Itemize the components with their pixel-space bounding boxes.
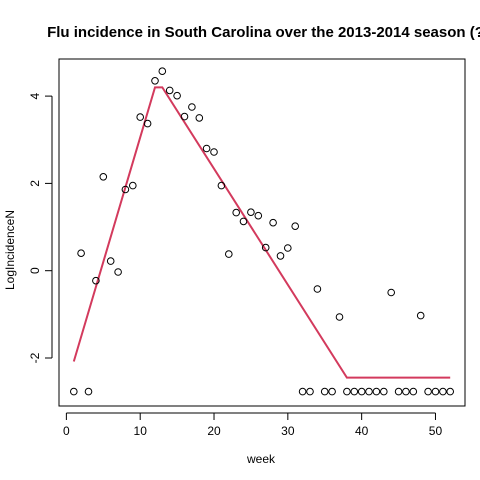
data-point	[329, 388, 336, 395]
fit-line-group	[74, 87, 450, 377]
data-point	[137, 114, 144, 121]
data-point	[71, 388, 78, 395]
x-tick-label: 0	[63, 424, 70, 438]
data-point	[410, 388, 417, 395]
data-point	[196, 115, 203, 122]
data-point	[440, 388, 447, 395]
data-point	[395, 388, 402, 395]
y-axis: -2 0 2 4	[28, 92, 52, 363]
data-point	[285, 245, 292, 252]
data-point	[358, 388, 365, 395]
data-point	[321, 388, 328, 395]
data-point	[432, 388, 439, 395]
x-tick-label: 50	[429, 424, 443, 438]
data-point	[336, 314, 343, 321]
data-point	[255, 212, 262, 219]
data-point	[107, 258, 114, 265]
data-point	[159, 68, 166, 75]
plot-area-border	[59, 59, 465, 406]
data-point	[181, 113, 188, 120]
data-point	[248, 209, 255, 216]
data-point	[174, 92, 181, 99]
data-point	[403, 388, 410, 395]
y-tick-label: 4	[28, 92, 42, 99]
x-tick-label: 10	[134, 424, 148, 438]
x-axis-label: week	[246, 452, 276, 466]
data-point	[425, 388, 432, 395]
data-point	[78, 250, 85, 257]
data-point	[85, 388, 92, 395]
data-point	[299, 388, 306, 395]
data-point	[447, 388, 454, 395]
data-point	[115, 269, 122, 276]
data-point	[351, 388, 358, 395]
y-tick-label: 0	[28, 267, 42, 274]
data-point	[270, 219, 277, 226]
data-point	[314, 286, 321, 293]
y-tick-label: 2	[28, 180, 42, 187]
data-point	[307, 388, 314, 395]
data-point	[366, 388, 373, 395]
x-axis: 0 10 20 30 40 50	[63, 413, 442, 438]
x-tick-label: 30	[281, 424, 295, 438]
data-point	[233, 209, 240, 216]
data-point	[292, 223, 299, 230]
fit-line	[74, 87, 450, 377]
data-point	[388, 289, 395, 296]
data-point	[417, 312, 424, 319]
data-point	[240, 218, 247, 225]
x-tick-label: 20	[207, 424, 221, 438]
data-points	[71, 68, 454, 395]
data-point	[381, 388, 388, 395]
y-axis-label: LogIncidenceN	[3, 210, 17, 290]
data-point	[189, 104, 196, 111]
data-point	[277, 253, 284, 260]
data-point	[373, 388, 380, 395]
chart-title: Flu incidence in South Carolina over the…	[47, 24, 480, 41]
data-point	[100, 174, 107, 181]
data-point	[211, 149, 218, 156]
y-tick-label: -2	[28, 352, 42, 363]
data-point	[130, 182, 137, 189]
data-point	[226, 251, 233, 258]
x-tick-label: 40	[355, 424, 369, 438]
data-point	[166, 87, 173, 94]
data-point	[152, 78, 159, 85]
data-point	[203, 145, 210, 152]
data-point	[344, 388, 351, 395]
